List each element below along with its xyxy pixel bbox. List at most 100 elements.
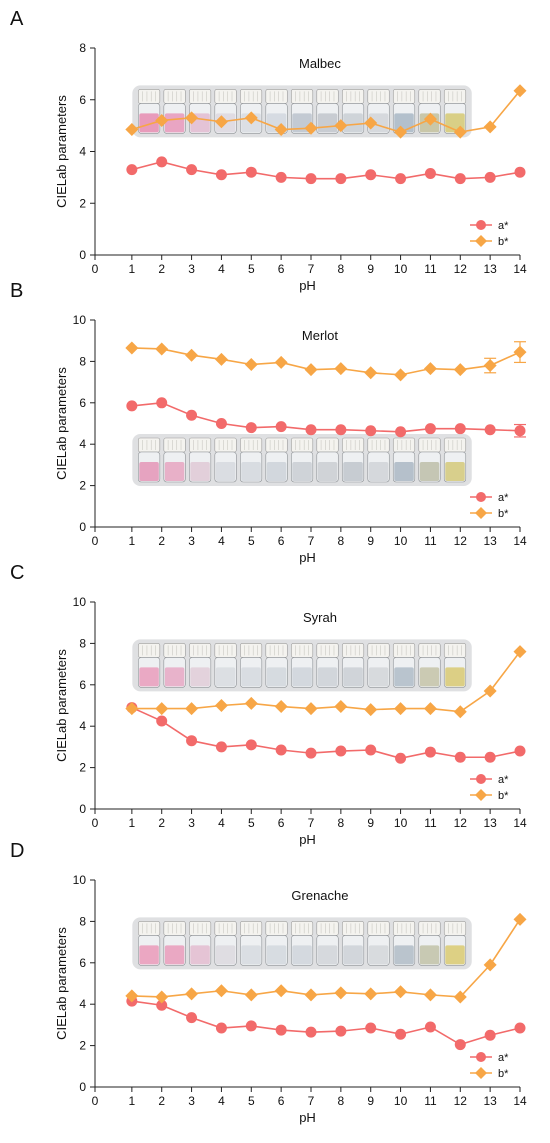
data-point-a-star bbox=[395, 752, 407, 764]
x-tick-label: 3 bbox=[188, 1094, 195, 1108]
x-tick-label: 8 bbox=[338, 816, 345, 830]
vial-icon bbox=[418, 437, 441, 483]
x-tick-label: 13 bbox=[483, 534, 497, 548]
data-point-b-star bbox=[453, 990, 467, 1004]
y-axis-title: CIELab parameters bbox=[54, 927, 69, 1040]
vial-liquid bbox=[343, 667, 363, 687]
vial-cap bbox=[189, 921, 212, 936]
vial-icon bbox=[214, 921, 237, 966]
x-tick-label: 14 bbox=[513, 262, 527, 276]
y-tick-label: 6 bbox=[79, 678, 86, 692]
x-tick-label: 7 bbox=[308, 262, 315, 276]
chart-title: Merlot bbox=[302, 328, 339, 343]
legend-label: a* bbox=[498, 774, 509, 786]
data-point-a-star bbox=[424, 1021, 436, 1033]
data-point-b-star bbox=[394, 702, 408, 716]
vial-cap bbox=[240, 437, 263, 453]
panel-c: C 0 2 4 6 8 10 0 1 2 3 4 5 6 7 8 9 10 11 12 13 14 pH CIELab par… bbox=[0, 562, 550, 847]
x-tick-label: 7 bbox=[308, 1094, 315, 1108]
x-tick-label: 2 bbox=[158, 816, 165, 830]
data-point-a-star bbox=[335, 173, 347, 185]
data-point-a-star bbox=[335, 1025, 347, 1037]
y-tick-label: 2 bbox=[79, 479, 86, 493]
vial-cap bbox=[265, 89, 288, 104]
y-tick-label: 8 bbox=[79, 41, 86, 55]
vial-liquid bbox=[164, 945, 185, 965]
data-point-b-star bbox=[364, 987, 378, 1001]
data-point-a-star bbox=[365, 425, 377, 437]
vial-cap bbox=[392, 643, 416, 658]
vial-liquid bbox=[343, 113, 363, 133]
data-point-b-star bbox=[155, 113, 169, 127]
data-point-b-star bbox=[423, 362, 437, 376]
y-tick-label: 6 bbox=[79, 93, 86, 107]
data-point-a-star bbox=[156, 156, 168, 168]
vial-cap bbox=[189, 643, 212, 658]
data-point-a-star bbox=[424, 746, 436, 758]
vial-cap bbox=[443, 643, 467, 658]
x-tick-label: 10 bbox=[394, 534, 408, 548]
vial-liquid bbox=[266, 945, 287, 965]
data-point-a-star bbox=[275, 744, 287, 756]
x-axis-title: pH bbox=[299, 832, 316, 847]
data-point-b-star bbox=[483, 958, 497, 972]
vial-liquid bbox=[368, 461, 389, 481]
x-tick-label: 10 bbox=[394, 262, 408, 276]
vial-liquid bbox=[317, 461, 338, 481]
vial-icon bbox=[443, 437, 467, 483]
legend-marker bbox=[476, 774, 486, 784]
data-point-b-star bbox=[185, 111, 199, 125]
x-tick-label: 7 bbox=[308, 816, 315, 830]
legend-label: a* bbox=[498, 1052, 509, 1064]
x-axis-title: pH bbox=[299, 550, 316, 565]
y-tick-label: 4 bbox=[79, 437, 86, 451]
vial-icon bbox=[316, 643, 339, 688]
y-tick-label: 2 bbox=[79, 761, 86, 775]
data-point-a-star bbox=[484, 424, 496, 436]
vial-icon bbox=[240, 921, 263, 966]
legend-marker bbox=[475, 235, 487, 247]
x-tick-label: 8 bbox=[338, 1094, 345, 1108]
x-tick-label: 9 bbox=[367, 534, 374, 548]
data-point-a-star bbox=[484, 751, 496, 763]
data-point-a-star bbox=[454, 423, 466, 435]
vial-icon bbox=[290, 643, 314, 688]
data-point-a-star bbox=[514, 166, 526, 178]
data-point-a-star bbox=[156, 397, 168, 409]
data-point-b-star bbox=[483, 120, 497, 134]
vial-liquid bbox=[190, 667, 210, 687]
vial-liquid bbox=[139, 113, 159, 133]
vial-cap bbox=[316, 643, 339, 658]
vial-cap bbox=[265, 643, 288, 658]
data-point-b-star bbox=[125, 123, 139, 137]
vial-photo-inset bbox=[132, 85, 472, 138]
x-tick-label: 2 bbox=[158, 262, 165, 276]
data-point-a-star bbox=[126, 164, 138, 176]
vial-icon bbox=[316, 921, 339, 966]
vial-liquid bbox=[164, 667, 185, 687]
vial-icon bbox=[392, 643, 416, 688]
data-point-a-star bbox=[275, 171, 287, 183]
x-tick-label: 4 bbox=[218, 1094, 225, 1108]
vial-liquid bbox=[445, 667, 465, 687]
vial-icon bbox=[316, 437, 339, 483]
data-point-b-star bbox=[155, 342, 169, 356]
x-tick-label: 5 bbox=[248, 262, 255, 276]
vial-cap bbox=[138, 643, 161, 658]
data-point-b-star bbox=[214, 984, 228, 998]
data-point-a-star bbox=[215, 1022, 227, 1034]
legend-marker bbox=[476, 220, 486, 230]
x-tick-label: 0 bbox=[92, 1094, 99, 1108]
x-tick-label: 10 bbox=[394, 1094, 408, 1108]
vial-icon bbox=[240, 437, 263, 483]
vial-icon bbox=[189, 437, 212, 483]
x-tick-label: 10 bbox=[394, 816, 408, 830]
data-point-b-star bbox=[214, 699, 228, 712]
vial-icon bbox=[341, 437, 365, 483]
vial-liquid bbox=[292, 667, 312, 687]
data-point-a-star bbox=[484, 1029, 496, 1041]
vial-cap bbox=[341, 89, 365, 104]
vial-icon bbox=[367, 643, 390, 688]
vial-cap bbox=[341, 437, 365, 453]
